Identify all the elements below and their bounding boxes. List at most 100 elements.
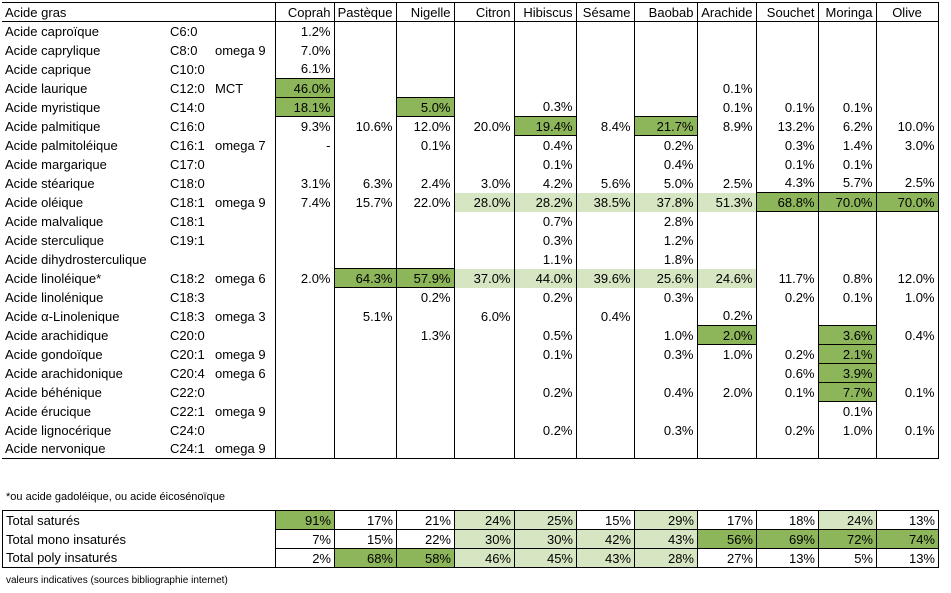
- value-cell: [333, 40, 396, 60]
- value-cell: 0.2%: [755, 344, 818, 364]
- value-cell: 39.6%: [575, 268, 634, 288]
- header-oil-10: Olive: [875, 2, 939, 22]
- value-cell: 68.8%: [755, 192, 819, 212]
- total-value: 17%: [697, 510, 757, 530]
- value-cell: 8.4%: [575, 116, 634, 136]
- total-value: 13%: [876, 548, 939, 568]
- value-cell: [274, 344, 334, 364]
- totals-table: Total saturés 91% 17% 21% 24% 25% 15% 29% 17% 18%…: [2, 510, 939, 568]
- value-cell: 44.0%: [513, 268, 576, 288]
- total-value: 22%: [396, 529, 455, 549]
- fatty-acid-tag: [212, 231, 275, 250]
- value-cell: 15.7%: [333, 192, 396, 212]
- fatty-acid-code: C19:1: [170, 232, 205, 248]
- fatty-acid-name: Acide palmitoléique: [5, 137, 118, 153]
- value-cell: [453, 439, 514, 459]
- value-cell: [333, 97, 396, 117]
- value-cell: [875, 439, 939, 459]
- value-cell: [333, 382, 396, 402]
- fatty-acid-code: C18:1: [170, 213, 205, 229]
- value-cell: [875, 40, 939, 60]
- footnote: *ou acide gadoléique, ou acide éicosénoï…: [6, 491, 225, 503]
- fatty-acid-code: C14:0: [170, 99, 205, 115]
- value-cell: 0.8%: [817, 268, 876, 288]
- value-cell: [575, 97, 634, 117]
- table-row: Acide béhénique C22:0 0.2% 0.4% 2.0% 0.1% 7.7%…: [2, 382, 939, 402]
- total-value: 24%: [454, 510, 515, 530]
- value-cell: [453, 211, 514, 231]
- value-cell: [696, 363, 756, 383]
- value-cell: [633, 439, 697, 459]
- value-cell: [575, 78, 634, 98]
- value-cell: [755, 78, 818, 98]
- value-cell: [755, 306, 818, 326]
- table-row: Acide palmitique C16:0 9.3% 10.6% 12.0% 20.0%…: [2, 116, 939, 136]
- value-cell: 0.2%: [633, 135, 697, 155]
- value-cell: [575, 325, 634, 345]
- fatty-acid-tag: omega 9: [215, 42, 266, 58]
- header-oil-1: Pastèque: [333, 2, 396, 22]
- value-cell: [575, 59, 634, 79]
- fatty-acid-tag: [212, 383, 275, 402]
- fatty-acid-name: Acide dihydrosterculique: [5, 251, 147, 267]
- value-cell: 6.2%: [817, 116, 876, 136]
- value-cell: [696, 287, 756, 307]
- fatty-acid-tag: omega 9: [215, 403, 266, 419]
- value-cell: 8.9%: [696, 116, 756, 136]
- value-cell: [333, 59, 396, 79]
- header-oil-8: Souchet: [755, 2, 818, 22]
- fatty-acid-code: C18:2: [170, 270, 205, 286]
- fatty-acid-tag: [212, 326, 275, 345]
- value-cell: 2.0%: [696, 382, 756, 402]
- value-cell: [453, 420, 514, 440]
- value-cell: [395, 21, 454, 41]
- value-cell: [274, 154, 334, 174]
- header-oil-9: Moringa: [817, 2, 876, 22]
- value-cell: [333, 325, 396, 345]
- value-cell: 3.0%: [875, 135, 939, 155]
- fatty-acid-name: Acide béhénique: [5, 384, 102, 400]
- fatty-acid-tag: [212, 288, 275, 307]
- value-cell: -: [274, 135, 334, 155]
- value-cell: [274, 363, 334, 383]
- value-cell: 70.0%: [817, 192, 877, 212]
- value-cell: 38.5%: [575, 192, 634, 212]
- fatty-acid-tag: [212, 155, 275, 174]
- value-cell: 57.9%: [395, 268, 455, 288]
- fatty-acid-code: C24:0: [170, 422, 205, 438]
- value-cell: [274, 325, 334, 345]
- value-cell: [513, 363, 576, 383]
- total-value: 43%: [634, 529, 698, 549]
- value-cell: 0.4%: [875, 325, 939, 345]
- value-cell: [395, 420, 454, 440]
- fatty-acid-name: Acide stéarique: [5, 175, 95, 191]
- value-cell: [274, 230, 334, 250]
- fatty-acid-code: C17:0: [170, 156, 205, 172]
- value-cell: 5.1%: [333, 306, 396, 326]
- value-cell: 6.0%: [453, 306, 514, 326]
- value-cell: 3.0%: [453, 173, 514, 193]
- value-cell: [333, 230, 396, 250]
- fatty-acid-code: C18:1: [170, 194, 205, 210]
- value-cell: [755, 325, 818, 345]
- table-row: Acide stéarique C18:0 3.1% 6.3% 2.4% 3.0% 4.2%…: [2, 173, 939, 193]
- value-cell: 0.4%: [513, 135, 576, 155]
- value-cell: 0.1%: [875, 382, 939, 402]
- value-cell: [696, 230, 756, 250]
- fatty-acid-name: Acide margarique: [5, 156, 107, 172]
- value-cell: [875, 363, 939, 383]
- value-cell: 70.0%: [875, 192, 939, 212]
- value-cell: [575, 363, 634, 383]
- value-cell: 0.2%: [755, 287, 818, 307]
- value-cell: [696, 401, 756, 421]
- value-cell: [575, 420, 634, 440]
- value-cell: 7.4%: [274, 192, 334, 212]
- value-cell: [633, 59, 697, 79]
- value-cell: [875, 59, 939, 79]
- value-cell: 2.5%: [875, 173, 939, 193]
- value-cell: 4.3%: [755, 173, 818, 193]
- value-cell: 5.7%: [817, 173, 876, 193]
- value-cell: [633, 97, 697, 117]
- fatty-acid-tag: [212, 212, 275, 231]
- table-row: Acide laurique C12:0 MCT 46.0% 0.1%: [2, 78, 939, 98]
